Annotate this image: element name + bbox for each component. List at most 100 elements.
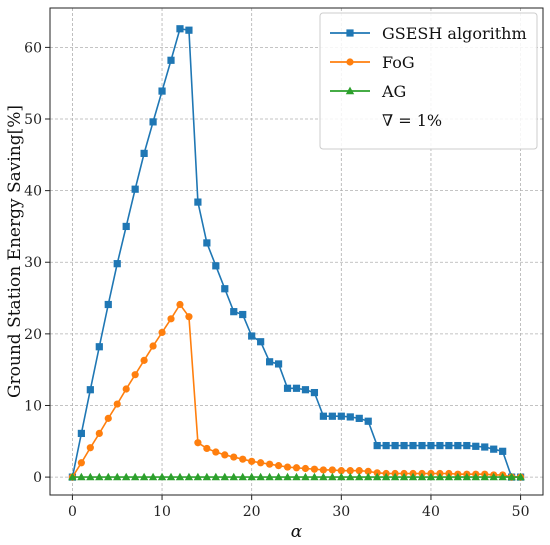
data-point-ag xyxy=(444,472,454,481)
data-point-fog xyxy=(185,313,193,321)
data-point-ag xyxy=(139,472,149,481)
data-point-fog xyxy=(104,414,112,422)
data-point-ag xyxy=(68,472,77,481)
x-tick-label: 40 xyxy=(422,504,440,520)
data-point-fog xyxy=(355,467,363,475)
data-point-gsesh-algorithm xyxy=(113,260,121,268)
data-point-gsesh-algorithm xyxy=(337,412,345,420)
data-point-gsesh-algorithm xyxy=(355,414,363,422)
data-point-fog xyxy=(203,444,211,453)
data-point-fog xyxy=(221,451,229,459)
data-point-ag xyxy=(247,472,256,481)
data-point-gsesh-algorithm xyxy=(382,441,390,450)
x-tick-label: 20 xyxy=(243,504,261,520)
data-point-ag xyxy=(130,472,140,481)
data-point-gsesh-algorithm xyxy=(131,185,139,193)
data-point-fog xyxy=(301,464,310,473)
data-point-ag xyxy=(184,472,194,481)
data-point-ag xyxy=(372,472,382,481)
data-point-ag xyxy=(489,472,498,481)
data-point-fog xyxy=(364,467,372,475)
data-point-gsesh-algorithm xyxy=(373,441,381,450)
data-point-ag xyxy=(95,472,104,481)
y-tick-label: 20 xyxy=(24,327,42,343)
data-point-fog xyxy=(274,462,283,470)
data-point-gsesh-algorithm xyxy=(212,262,220,270)
data-point-fog xyxy=(131,371,139,379)
data-point-fog xyxy=(158,328,166,337)
data-point-gsesh-algorithm xyxy=(445,441,453,450)
data-point-gsesh-algorithm xyxy=(499,447,507,455)
data-point-gsesh-algorithm xyxy=(418,441,426,450)
data-point-gsesh-algorithm xyxy=(257,338,265,346)
data-point-gsesh-algorithm xyxy=(328,412,336,420)
y-tick-label: 0 xyxy=(33,470,42,486)
x-tick-label: 0 xyxy=(68,504,77,520)
series-layer xyxy=(68,25,525,481)
data-point-gsesh-algorithm xyxy=(301,386,310,394)
data-point-gsesh-algorithm xyxy=(436,441,444,450)
data-point-fog xyxy=(328,466,336,474)
data-point-fog xyxy=(113,400,121,408)
data-point-ag xyxy=(193,472,203,481)
legend-marker-gsesh-algorithm xyxy=(346,29,354,37)
data-point-fog xyxy=(319,466,327,474)
data-point-ag xyxy=(166,472,176,481)
y-tick-label: 60 xyxy=(24,40,42,56)
data-point-ag xyxy=(364,472,373,481)
data-point-ag xyxy=(399,472,409,481)
data-point-gsesh-algorithm xyxy=(319,412,327,420)
y-tick-label: 10 xyxy=(24,398,42,414)
data-point-fog xyxy=(292,464,301,472)
data-point-ag xyxy=(337,472,346,481)
data-point-ag xyxy=(148,472,158,481)
data-point-fog xyxy=(212,448,220,456)
data-point-ag xyxy=(265,472,274,481)
data-point-ag xyxy=(319,472,328,481)
axis-ticks: 0 10 20 30 40 50 0 10 20 30 40 50 60 xyxy=(24,40,529,520)
x-tick-label: 10 xyxy=(153,504,171,520)
data-point-gsesh-algorithm xyxy=(400,441,408,450)
data-point-gsesh-algorithm xyxy=(391,441,399,450)
data-point-gsesh-algorithm xyxy=(230,308,238,316)
data-point-ag xyxy=(238,472,247,481)
data-point-ag xyxy=(229,472,238,481)
data-point-ag xyxy=(220,472,229,481)
legend-label-fog: FoG xyxy=(382,53,415,72)
data-point-gsesh-algorithm xyxy=(310,388,319,397)
data-point-ag xyxy=(453,472,463,481)
data-point-fog xyxy=(230,453,238,461)
data-point-gsesh-algorithm xyxy=(472,442,480,450)
data-point-fog xyxy=(140,356,148,364)
data-point-fog xyxy=(95,429,103,438)
data-point-ag xyxy=(283,472,292,481)
data-point-ag xyxy=(328,472,337,481)
data-point-gsesh-algorithm xyxy=(283,384,292,392)
data-point-fog xyxy=(257,459,265,467)
legend-label-gsesh-algorithm: GSESH algorithm xyxy=(382,24,527,43)
data-point-ag xyxy=(408,472,418,481)
data-point-gsesh-algorithm xyxy=(490,445,498,453)
data-point-ag xyxy=(157,472,167,481)
data-point-ag xyxy=(390,472,400,481)
data-point-ag xyxy=(77,472,86,481)
y-tick-label: 30 xyxy=(24,255,42,271)
data-point-ag xyxy=(175,472,185,481)
data-point-ag xyxy=(301,472,310,481)
data-point-ag xyxy=(121,472,131,481)
data-point-gsesh-algorithm xyxy=(176,25,184,33)
data-point-ag xyxy=(274,472,283,481)
legend-box xyxy=(319,12,538,150)
data-point-gsesh-algorithm xyxy=(149,118,157,126)
data-point-fog xyxy=(310,465,319,473)
data-point-ag xyxy=(426,472,436,481)
data-point-gsesh-algorithm xyxy=(364,417,372,425)
data-point-fog xyxy=(266,460,274,468)
data-point-ag xyxy=(355,472,364,481)
data-point-fog xyxy=(194,439,202,447)
legend-label-ag: AG xyxy=(381,82,406,101)
y-tick-label: 50 xyxy=(24,112,42,128)
data-point-ag xyxy=(417,472,427,481)
data-point-gsesh-algorithm xyxy=(409,441,417,450)
data-point-ag xyxy=(480,472,489,481)
